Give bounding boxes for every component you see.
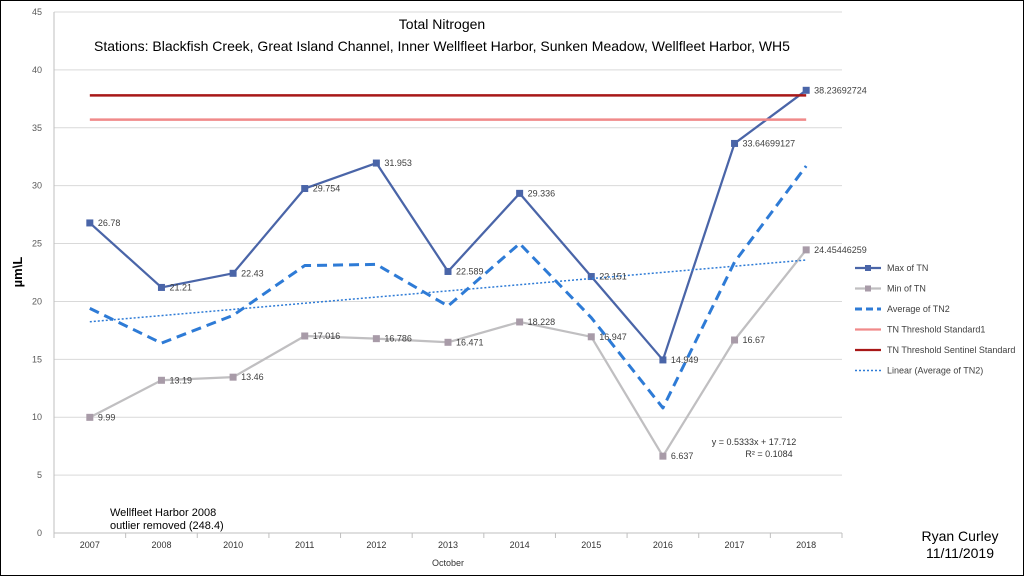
outlier-note-line1: Wellfleet Harbor 2008 xyxy=(110,507,216,519)
x-tick-label: 2013 xyxy=(438,540,458,550)
author-name: Ryan Curley xyxy=(921,528,998,544)
legend-label-linear-average-of-tn2: Linear (Average of TN2) xyxy=(887,366,983,376)
legend-label-tn-threshold-sentinel-standard: TN Threshold Sentinel Standard xyxy=(887,345,1015,355)
data-point-max-of-tn xyxy=(802,86,810,94)
trendline-r-squared: R² = 0.1084 xyxy=(745,449,792,459)
data-point-max-of-tn xyxy=(229,269,237,277)
data-label-max-of-tn: 29.754 xyxy=(313,184,341,194)
data-point-min-of-tn xyxy=(659,452,667,460)
grid xyxy=(54,11,842,476)
data-point-min-of-tn xyxy=(444,338,452,346)
legend-label-tn-threshold-standard1: TN Threshold Standard1 xyxy=(887,325,985,335)
data-point-max-of-tn xyxy=(301,185,309,193)
x-tick-label: 2016 xyxy=(653,540,673,550)
data-label-max-of-tn: 26.78 xyxy=(98,218,121,228)
data-point-min-of-tn xyxy=(587,333,595,341)
outlier-note-line2: outlier removed (248.4) xyxy=(110,520,224,532)
data-label-min-of-tn: 13.19 xyxy=(169,375,192,385)
data-label-min-of-tn: 6.637 xyxy=(671,451,694,461)
x-tick-label: 2017 xyxy=(725,540,745,550)
data-label-min-of-tn: 16.67 xyxy=(743,335,766,345)
series xyxy=(86,86,810,460)
data-point-max-of-tn xyxy=(157,283,165,291)
data-label-min-of-tn: 17.016 xyxy=(313,331,341,341)
data-point-min-of-tn xyxy=(157,376,165,384)
x-tick-label: 2008 xyxy=(151,540,171,550)
x-tick-label: 2015 xyxy=(581,540,601,550)
axes: 0 5 10 15 20 25 30 35 40 45 2007 2008 2010 2011 2012 20… xyxy=(32,7,843,550)
data-point-min-of-tn xyxy=(86,413,94,421)
trendline-equation: y = 0.5333x + 17.712 xyxy=(712,437,797,447)
legend-marker-min-of-tn xyxy=(865,285,871,292)
data-point-max-of-tn xyxy=(516,189,524,197)
series-line-average-of-tn2 xyxy=(89,165,808,410)
data-point-max-of-tn xyxy=(372,159,380,167)
y-tick-label: 40 xyxy=(32,65,42,75)
x-tick-label: 2018 xyxy=(796,540,816,550)
y-tick-label: 15 xyxy=(32,354,42,364)
data-label-max-of-tn: 22.589 xyxy=(456,266,484,276)
data-point-max-of-tn xyxy=(444,267,452,275)
data-label-min-of-tn: 24.45446259 xyxy=(814,245,867,255)
legend: Max of TN Min of TN Average of TN2 TN Thres… xyxy=(855,263,1015,376)
data-label-min-of-tn: 16.786 xyxy=(384,334,412,344)
data-label-max-of-tn: 21.21 xyxy=(169,282,192,292)
y-tick-label: 45 xyxy=(32,7,42,17)
x-tick-label: 2010 xyxy=(223,540,243,550)
y-tick-label: 10 xyxy=(32,412,42,422)
data-point-min-of-tn xyxy=(301,332,309,340)
data-point-min-of-tn xyxy=(731,336,739,344)
data-label-min-of-tn: 18.228 xyxy=(528,317,556,327)
x-tick-label: 2014 xyxy=(510,540,530,550)
x-tick-label: 2007 xyxy=(80,540,100,550)
data-label-max-of-tn: 14.949 xyxy=(671,355,699,365)
y-tick-label: 25 xyxy=(32,239,42,249)
y-tick-label: 0 xyxy=(37,528,42,538)
data-label-max-of-tn: 31.953 xyxy=(384,158,412,168)
data-point-min-of-tn xyxy=(229,373,237,381)
y-tick-label: 30 xyxy=(32,181,42,191)
x-tick-label: 2012 xyxy=(366,540,386,550)
data-label-max-of-tn: 29.336 xyxy=(528,188,556,198)
data-label-max-of-tn: 22.151 xyxy=(599,272,627,282)
author-date: 11/11/2019 xyxy=(926,545,994,561)
chart-subtitle: Stations: Blackfish Creek, Great Island … xyxy=(94,38,790,54)
legend-marker-max-of-tn xyxy=(865,265,871,271)
data-label-min-of-tn: 9.99 xyxy=(98,412,116,422)
x-axis-label: October xyxy=(432,558,464,568)
y-axis-label: µm\L xyxy=(10,257,25,288)
data-label-max-of-tn: 22.43 xyxy=(241,268,264,278)
data-point-max-of-tn xyxy=(587,273,595,281)
data-label-min-of-tn: 13.46 xyxy=(241,372,264,382)
data-point-max-of-tn xyxy=(659,356,667,364)
y-tick-label: 5 xyxy=(37,470,42,480)
data-point-min-of-tn xyxy=(516,318,524,326)
y-tick-label: 20 xyxy=(32,296,42,306)
legend-label-min-of-tn: Min of TN xyxy=(887,284,926,294)
data-point-max-of-tn xyxy=(86,219,94,227)
data-labels: 26.78 21.21 22.43 29.754 31.953 22.589 29.336 2… xyxy=(98,85,867,461)
chart-title: Total Nitrogen xyxy=(399,16,485,32)
data-point-min-of-tn xyxy=(372,335,380,343)
data-label-min-of-tn: 16.471 xyxy=(456,337,484,347)
data-point-max-of-tn xyxy=(731,139,739,147)
data-label-min-of-tn: 16.947 xyxy=(599,332,627,342)
y-tick-label: 35 xyxy=(32,123,42,133)
legend-label-average-of-tn2: Average of TN2 xyxy=(887,304,950,314)
x-tick-label: 2011 xyxy=(295,540,314,550)
data-label-max-of-tn: 38.23692724 xyxy=(814,85,867,95)
data-label-max-of-tn: 33.64699127 xyxy=(743,138,796,148)
data-point-min-of-tn xyxy=(802,246,810,254)
legend-label-max-of-tn: Max of TN xyxy=(887,263,928,273)
